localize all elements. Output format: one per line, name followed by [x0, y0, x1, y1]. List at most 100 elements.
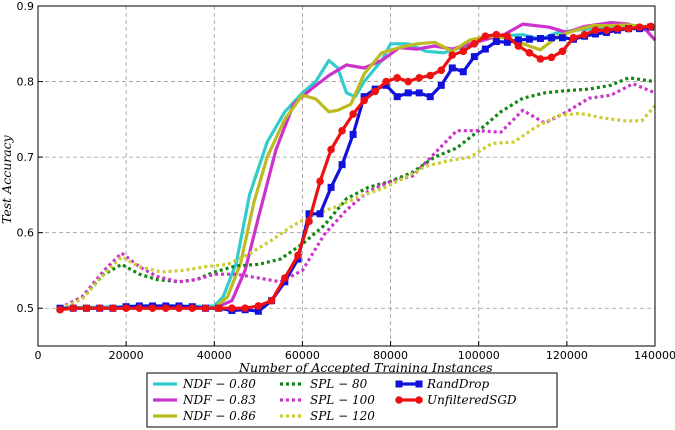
legend-label: UnfilteredSGD [427, 393, 517, 407]
ticks: 0 20000 40000 60000 80000 100000 120000 140000 0… [17, 0, 675, 362]
data-point [122, 304, 130, 313]
legend-entry: UnfilteredSGD [395, 393, 517, 407]
data-point [254, 307, 262, 315]
series-3 [59, 76, 656, 310]
data-point [481, 45, 489, 53]
data-point [148, 304, 157, 313]
data-point [56, 305, 64, 314]
data-point [95, 304, 104, 313]
data-point [214, 304, 223, 313]
data-point [228, 304, 236, 313]
data-point [371, 87, 379, 96]
data-point [267, 296, 276, 305]
x-tick-label: 140000 [634, 349, 675, 362]
legend-label: SPL − 80 [310, 377, 368, 391]
y-tick-label: 0.8 [17, 76, 35, 89]
data-point [281, 274, 289, 282]
y-tick-label: 0.6 [17, 227, 35, 240]
data-point [241, 304, 249, 313]
data-point [448, 51, 457, 59]
data-point [525, 49, 534, 57]
x-tick-label: 120000 [546, 349, 588, 362]
legend-entry: SPL − 100 [280, 393, 375, 407]
data-point [547, 53, 556, 62]
data-point [404, 89, 412, 97]
data-point [338, 126, 346, 135]
x-tick-label: 100000 [458, 349, 500, 362]
x-tick-label: 80000 [373, 349, 408, 362]
data-point [327, 145, 335, 154]
plot-area [37, 5, 656, 347]
data-point [393, 73, 401, 82]
y-tick-label: 0.5 [17, 302, 35, 315]
series-7 [56, 22, 655, 314]
data-point [547, 34, 555, 42]
data-point [201, 304, 210, 313]
data-point [437, 66, 446, 75]
data-point [294, 251, 302, 260]
data-point [503, 38, 511, 46]
data-point [613, 24, 622, 33]
data-point [426, 71, 435, 80]
data-point [305, 210, 313, 218]
data-point [569, 33, 578, 42]
data-point [338, 161, 346, 169]
data-point [470, 39, 479, 48]
legend-entry: NDF − 0.86 [153, 409, 256, 423]
legend-marker [395, 396, 403, 404]
data-point [426, 93, 434, 101]
data-point [558, 47, 567, 56]
legend-marker [415, 380, 423, 388]
data-point [393, 93, 401, 101]
data-point [135, 304, 144, 313]
legend-label: NDF − 0.80 [182, 377, 256, 391]
x-tick-label: 20000 [109, 349, 144, 362]
data-point [514, 36, 522, 44]
x-axis-label: Number of Accepted Training Instances [238, 360, 493, 375]
x-tick-label: 0 [35, 349, 42, 362]
data-point [327, 183, 335, 191]
data-point [175, 304, 183, 313]
data-point [602, 26, 611, 34]
legend-label: RandDrop [426, 377, 489, 391]
legend-label: SPL − 120 [310, 409, 375, 423]
legend: NDF − 0.80 NDF − 0.83 NDF − 0.86 SPL − 80 SP… [146, 372, 558, 428]
data-point [82, 304, 91, 313]
data-point [536, 55, 545, 63]
data-point [459, 68, 467, 76]
data-point [162, 304, 170, 313]
data-point [558, 34, 566, 42]
data-point [514, 42, 523, 50]
data-point [305, 217, 313, 226]
data-point [459, 47, 468, 56]
y-axis-label: Test Accuracy [0, 134, 14, 224]
data-point [349, 110, 357, 118]
legend-entry: SPL − 80 [280, 377, 368, 391]
legend-entry: NDF − 0.80 [153, 377, 256, 391]
series-line [59, 104, 657, 310]
data-point [254, 302, 263, 310]
data-point [437, 81, 445, 89]
data-point [349, 130, 357, 138]
data-point [415, 89, 423, 97]
x-tick-label: 40000 [197, 349, 232, 362]
data-point [448, 64, 456, 72]
y-tick-label: 0.7 [17, 151, 35, 164]
data-point [624, 24, 633, 33]
legend-entry: SPL − 120 [280, 409, 375, 423]
data-point [635, 23, 644, 31]
legend-entry: RandDrop [395, 377, 489, 391]
data-point [316, 210, 324, 218]
data-point [536, 34, 544, 42]
legend-label: NDF − 0.86 [182, 409, 256, 423]
data-point [404, 77, 413, 86]
legend-marker [395, 380, 403, 388]
series-line [59, 76, 656, 310]
data-point [525, 35, 533, 43]
plot-frame [37, 5, 656, 347]
y-tick-label: 0.9 [17, 0, 35, 13]
data-point [492, 38, 500, 46]
legend-marker [415, 396, 423, 404]
series-5 [59, 104, 657, 310]
legend-label: NDF − 0.83 [182, 393, 256, 407]
